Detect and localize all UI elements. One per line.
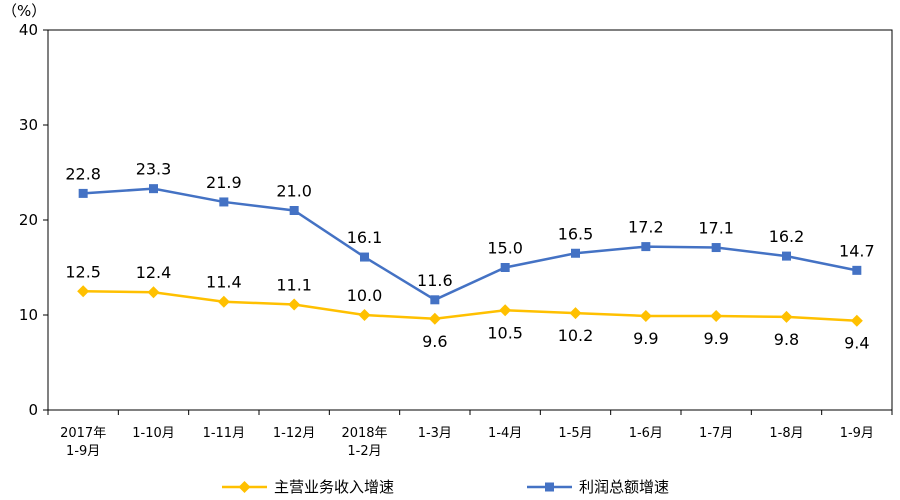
y-axis-ticks: 0 10 20 30 40 [19,21,48,419]
data-label: 12.4 [136,263,172,282]
x-tick-label: 1-2月 [347,444,381,459]
x-tick-label: 1-12月 [273,426,316,441]
data-point [360,252,369,262]
data-point [639,309,652,322]
data-point [711,243,721,253]
data-label: 15.0 [487,239,523,258]
data-label: 9.8 [774,330,799,349]
data-point [782,251,791,261]
data-point [780,310,793,323]
data-label: 10.0 [347,286,383,305]
data-label: 16.5 [558,224,594,243]
x-tick-label: 1-9月 [840,426,874,441]
data-point [569,307,582,320]
data-point [852,265,862,275]
data-label: 14.7 [839,241,875,260]
data-label: 12.5 [65,262,101,281]
legend: 主营业务收入增速 利润总额增速 [222,478,669,496]
data-point [149,184,158,194]
data-point [78,188,88,198]
x-tick-label: 1-4月 [488,426,522,441]
x-tick-label: 1-3月 [418,426,452,441]
data-label: 10.5 [487,323,523,342]
plot-frame [47,29,893,411]
data-label: 9.9 [703,329,728,348]
legend-item-1: 利润总额增速 [527,478,669,496]
data-label: 9.9 [633,329,658,348]
x-tick-label: 1-5月 [558,426,592,441]
y-tick-label: 40 [19,21,38,39]
data-point [358,309,371,321]
data-point [217,295,230,308]
series-0: 12.5 12.4 11.4 11.1 10.0 9.6 10.5 10.2 9.9 9.9 9.8… [65,262,869,352]
data-label: 9.6 [422,332,447,351]
data-point [289,206,299,215]
x-tick-label: 1-10月 [132,426,175,441]
y-tick-label: 10 [19,306,38,324]
legend-item-0: 主营业务收入增速 [222,478,394,496]
x-tick-label: 2018年 [341,426,387,441]
data-point [219,197,229,207]
y-tick-label: 20 [19,211,38,229]
series-line [83,187,858,302]
data-point [641,242,651,252]
data-point [428,312,441,325]
legend-label: 主营业务收入增速 [274,478,394,496]
data-point [288,298,301,311]
data-label: 16.2 [769,227,805,246]
data-label: 21.9 [206,173,242,192]
x-tick-label: 1-11月 [203,426,246,441]
data-label: 17.1 [698,219,734,238]
data-point [571,248,580,258]
data-label: 9.4 [844,334,869,353]
data-point [147,286,160,299]
data-point [430,295,440,305]
data-point [499,304,512,317]
legend-label: 利润总额增速 [579,478,669,496]
data-label: 21.0 [276,182,312,201]
data-label: 11.4 [206,273,242,292]
x-tick-label: 1-7月 [699,426,733,441]
data-point [710,309,723,322]
series-1: 22.8 23.3 21.9 21.0 16.1 11.6 15.0 16.5 17.2 17.1… [65,160,875,305]
x-tick-label: 2017年 [60,426,106,441]
data-point [850,314,863,327]
data-point [77,285,90,298]
data-point [500,263,510,272]
data-label: 23.3 [136,160,172,179]
data-label: 16.1 [347,228,383,247]
data-label: 10.2 [558,326,594,345]
data-label: 17.2 [628,218,664,237]
data-label: 22.8 [65,164,101,183]
y-tick-label: 30 [19,116,38,134]
data-label: 11.1 [276,276,312,295]
x-tick-label: 1-8月 [769,426,803,441]
data-label: 11.6 [417,271,453,290]
legend-marker [545,482,554,492]
y-tick-label: 0 [28,401,38,419]
x-tick-label: 1-9月 [66,444,100,459]
axes [47,29,893,411]
x-tick-label: 1-6月 [629,426,663,441]
legend-marker [238,481,251,493]
y-unit-label: （%） [2,2,46,20]
x-axis-ticks: 2017年 1-9月 1-10月 1-11月 1-12月 2018年 1-2月 1-3月 1-4… [47,410,893,459]
series-group: 12.5 12.4 11.4 11.1 10.0 9.6 10.5 10.2 9.9 9.9 9.8… [65,160,874,353]
series-line [83,290,857,322]
